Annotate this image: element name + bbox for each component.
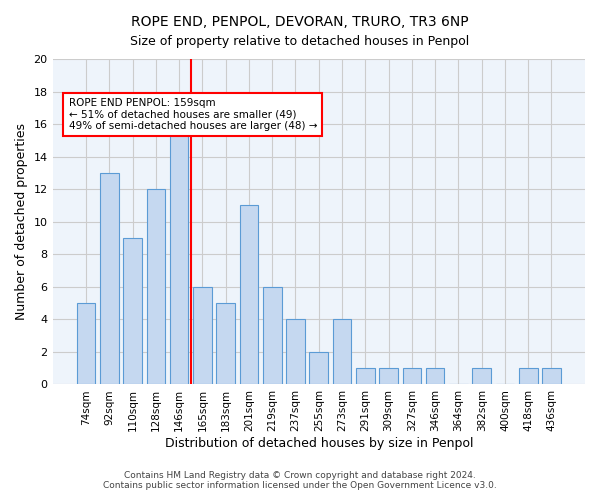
Bar xyxy=(542,368,561,384)
Bar xyxy=(356,368,374,384)
Bar xyxy=(472,368,491,384)
Bar xyxy=(379,368,398,384)
Text: ROPE END PENPOL: 159sqm
← 51% of detached houses are smaller (49)
49% of semi-de: ROPE END PENPOL: 159sqm ← 51% of detache… xyxy=(68,98,317,132)
Bar xyxy=(193,287,212,384)
Bar xyxy=(239,206,258,384)
Text: Size of property relative to detached houses in Penpol: Size of property relative to detached ho… xyxy=(130,35,470,48)
Bar xyxy=(310,352,328,384)
Bar xyxy=(77,303,95,384)
Bar xyxy=(403,368,421,384)
Bar xyxy=(146,189,165,384)
Bar xyxy=(333,320,352,384)
Y-axis label: Number of detached properties: Number of detached properties xyxy=(15,123,28,320)
Bar xyxy=(170,124,188,384)
Bar xyxy=(263,287,281,384)
Bar xyxy=(286,320,305,384)
Bar xyxy=(217,303,235,384)
Text: ROPE END, PENPOL, DEVORAN, TRURO, TR3 6NP: ROPE END, PENPOL, DEVORAN, TRURO, TR3 6N… xyxy=(131,15,469,29)
Bar xyxy=(519,368,538,384)
X-axis label: Distribution of detached houses by size in Penpol: Distribution of detached houses by size … xyxy=(164,437,473,450)
Bar xyxy=(100,173,119,384)
Bar xyxy=(426,368,445,384)
Text: Contains HM Land Registry data © Crown copyright and database right 2024.
Contai: Contains HM Land Registry data © Crown c… xyxy=(103,470,497,490)
Bar xyxy=(123,238,142,384)
